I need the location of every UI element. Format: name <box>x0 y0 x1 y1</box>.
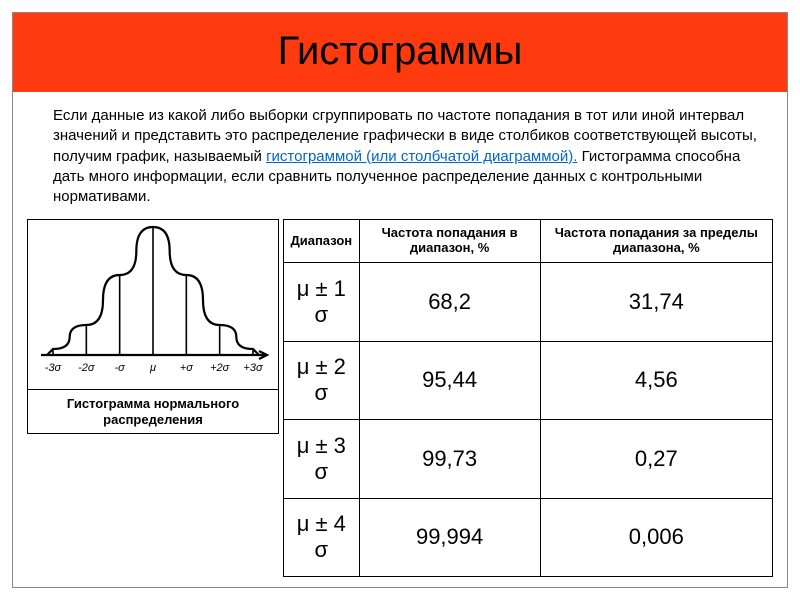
table-cell: 99,994 <box>359 498 540 576</box>
table-column: Диапазон Частота попадания в диапазон, %… <box>283 219 773 577</box>
table-cell: 99,73 <box>359 420 540 498</box>
table-header-row: Диапазон Частота попадания в диапазон, %… <box>284 220 773 263</box>
table-cell: μ ± 1 σ <box>284 263 360 341</box>
title-bar: Гистограммы <box>13 13 787 92</box>
normal-curve-svg: -3σ -2σ -σ μ +σ +2σ +3σ <box>33 225 273 385</box>
table-cell: 0,006 <box>540 498 772 576</box>
svg-text:+2σ: +2σ <box>210 362 230 374</box>
svg-text:-3σ: -3σ <box>45 362 62 374</box>
svg-text:+σ: +σ <box>180 362 193 374</box>
table-header-cell: Частота попадания за пределы диапазона, … <box>540 220 772 263</box>
body-text-container: Если данные из какой либо выборки сгрупп… <box>13 92 787 219</box>
svg-text:-2σ: -2σ <box>78 362 95 374</box>
normal-curve-chart: -3σ -2σ -σ μ +σ +2σ +3σ <box>27 219 279 389</box>
table-row: μ ± 1 σ 68,2 31,74 <box>284 263 773 341</box>
body-paragraph: Если данные из какой либо выборки сгрупп… <box>53 106 761 207</box>
table-row: μ ± 2 σ 95,44 4,56 <box>284 341 773 419</box>
slide: Гистограммы Если данные из какой либо вы… <box>12 12 788 588</box>
table-row: μ ± 3 σ 99,73 0,27 <box>284 420 773 498</box>
table-header-cell: Диапазон <box>284 220 360 263</box>
slide-title: Гистограммы <box>23 29 777 74</box>
svg-text:+3σ: +3σ <box>243 362 263 374</box>
lower-row: -3σ -2σ -σ μ +σ +2σ +3σ Гистограмма нормальног… <box>13 219 787 587</box>
table-row: μ ± 4 σ 99,994 0,006 <box>284 498 773 576</box>
chart-caption: Гистограмма нормального распределения <box>27 389 279 434</box>
chart-column: -3σ -2σ -σ μ +σ +2σ +3σ Гистограмма нормальног… <box>27 219 279 577</box>
table-cell: 95,44 <box>359 341 540 419</box>
svg-text:μ: μ <box>149 362 156 374</box>
table-cell: μ ± 3 σ <box>284 420 360 498</box>
sigma-table: Диапазон Частота попадания в диапазон, %… <box>283 219 773 577</box>
table-cell: 31,74 <box>540 263 772 341</box>
svg-text:-σ: -σ <box>115 362 126 374</box>
table-cell: 0,27 <box>540 420 772 498</box>
table-cell: μ ± 4 σ <box>284 498 360 576</box>
table-cell: 4,56 <box>540 341 772 419</box>
paragraph-link: гистограммой (или столбчатой диаграммой)… <box>266 148 577 165</box>
table-cell: 68,2 <box>359 263 540 341</box>
table-cell: μ ± 2 σ <box>284 341 360 419</box>
table-header-cell: Частота попадания в диапазон, % <box>359 220 540 263</box>
